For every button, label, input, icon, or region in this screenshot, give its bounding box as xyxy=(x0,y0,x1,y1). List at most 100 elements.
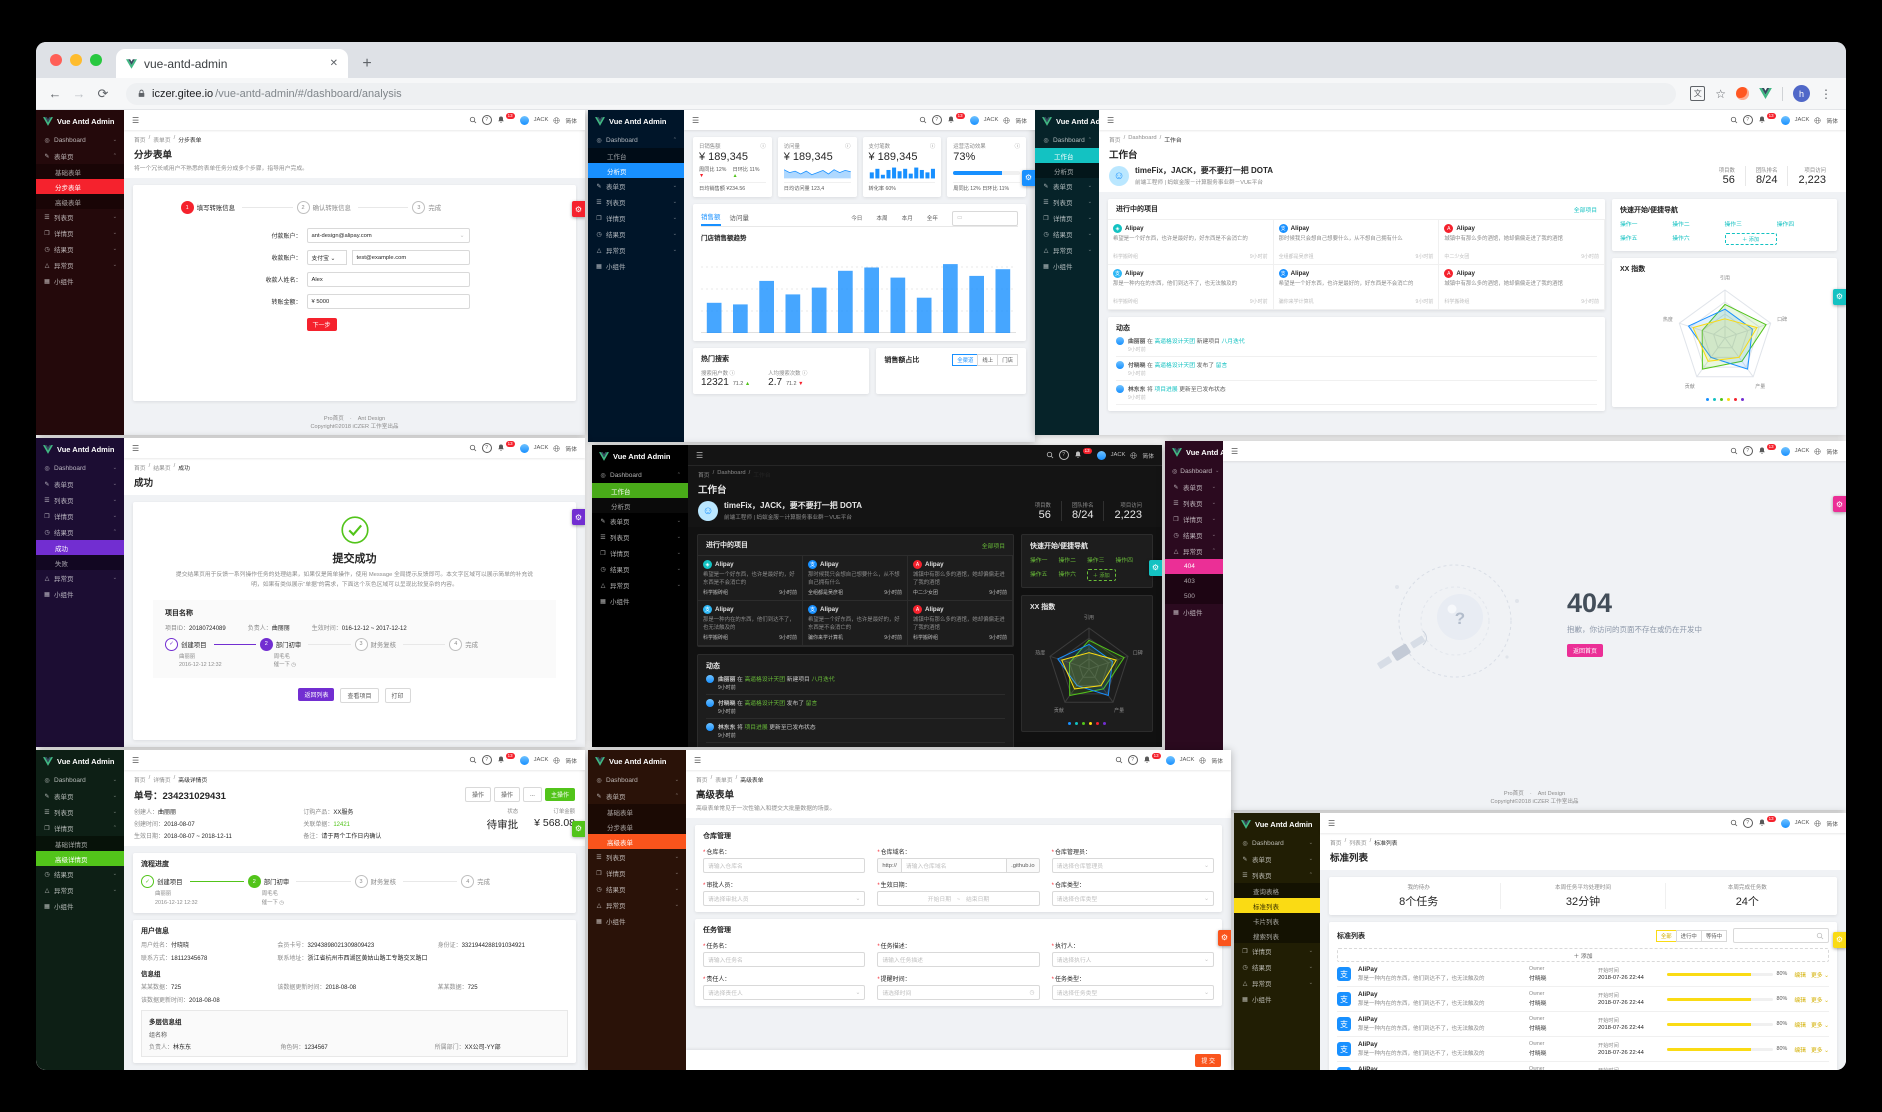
language-globe-icon[interactable] xyxy=(1814,819,1821,827)
quick-nav-操作二[interactable]: 操作二 xyxy=(1672,222,1690,228)
breadcrumb-item[interactable]: 标准列表 xyxy=(1374,841,1398,847)
sidebar-item-Dashboard[interactable]: ◎ Dashboard ⌄ xyxy=(1165,463,1223,479)
sidebar-item-表单页[interactable]: ✎ 表单页 ⌄ xyxy=(592,513,688,529)
breadcrumb-item[interactable]: 工作台 xyxy=(1164,138,1182,144)
help-icon[interactable]: ? xyxy=(481,755,492,765)
date-range-input[interactable]: 开始日期 ~ 结束日期 xyxy=(877,891,1040,906)
browser-tab[interactable]: vue-antd-admin ✕ xyxy=(116,49,348,78)
sidebar-item-详情页[interactable]: ❐ 详情页 ⌄ xyxy=(36,225,124,241)
filter-进行中[interactable]: 进行中 xyxy=(1675,929,1702,942)
notification-bell-icon[interactable] xyxy=(1074,451,1082,459)
notification-bell-icon[interactable] xyxy=(1143,756,1151,764)
sidebar-item-Dashboard[interactable]: ◎ Dashboard ⌃ xyxy=(592,467,688,483)
project-team[interactable]: 科学搬砖组 xyxy=(1113,254,1139,260)
help-icon[interactable]: ? xyxy=(1742,115,1753,125)
sidebar-subitem-失败[interactable]: 失败 xyxy=(55,560,68,568)
sidebar-item-异常页[interactable]: △ 异常页 ⌄ xyxy=(588,897,686,913)
sidebar-item-小组件[interactable]: ▦ 小组件 xyxy=(1165,604,1223,620)
language-globe-icon[interactable] xyxy=(553,756,560,764)
project-card[interactable]: A Alipay 城镇中有那么多的酒馆，她却偏偏走进了我的酒馆 科学搬砖组 9小时前 xyxy=(908,601,1013,646)
sidebar-item-异常页[interactable]: △ 异常页 ⌄ xyxy=(588,242,684,258)
currency-select[interactable]: 支付宝 ⌄ xyxy=(306,250,347,265)
action-更多[interactable]: 更多 ⌄ xyxy=(1810,1047,1829,1054)
new-tab-button[interactable]: + xyxy=(362,55,372,72)
project-card[interactable]: 支 Alipay 那是一种内在的东西，他们到达不了，也无法触及的 科学搬砖组 9小时前 xyxy=(698,601,803,646)
user-avatar[interactable] xyxy=(1780,446,1790,456)
search-icon[interactable] xyxy=(1046,451,1054,459)
language-globe-icon[interactable] xyxy=(1130,451,1137,459)
notification-bell-icon[interactable] xyxy=(1758,116,1766,124)
zoom-window-button[interactable] xyxy=(90,54,102,66)
project-team[interactable]: 科学搬砖组 xyxy=(703,635,729,641)
sidebar-subitem-500[interactable]: 500 xyxy=(1184,593,1195,600)
quick-nav-操作三[interactable]: 操作三 xyxy=(1087,558,1105,564)
sidebar-item-结果页[interactable]: ◷ 结果页 ⌄ xyxy=(1165,527,1223,543)
browser-menu-icon[interactable]: ⋮ xyxy=(1820,86,1832,101)
sidebar-trigger-icon[interactable]: ☰ xyxy=(132,115,140,125)
text-input[interactable]: Alex xyxy=(306,272,470,287)
user-avatar[interactable] xyxy=(519,115,529,125)
help-icon[interactable]: ? xyxy=(1058,450,1069,460)
theme-settings-gear-icon[interactable]: ⚙ xyxy=(1833,931,1846,948)
filter-全部[interactable]: 全部 xyxy=(1655,929,1677,942)
sidebar-subitem-高级表单[interactable]: 高级表单 xyxy=(55,199,81,207)
notification-bell-icon[interactable] xyxy=(497,116,505,124)
sidebar-subitem-高级详情页[interactable]: 高级详情页 xyxy=(36,851,124,866)
sidebar-subitem-高级表单[interactable]: 高级表单 xyxy=(588,834,686,849)
action-更多[interactable]: 更多 ⌄ xyxy=(1810,1022,1829,1029)
sidebar-item-详情页[interactable]: ❐ 详情页 ⌃ xyxy=(36,820,124,836)
sidebar-trigger-icon[interactable]: ☰ xyxy=(1107,115,1115,125)
project-card[interactable]: A Alipay 城镇中有那么多的酒馆，她却偏偏走进了我的酒馆 中二少女团 9小时前 xyxy=(908,556,1013,601)
add-item-button[interactable]: ＋ 添加 xyxy=(1337,948,1829,962)
notification-bell-icon[interactable] xyxy=(1758,447,1766,455)
item-name[interactable]: AliPay xyxy=(1358,966,1378,973)
language-globe-icon[interactable] xyxy=(1003,116,1010,124)
translate-icon[interactable]: 文 xyxy=(1690,86,1706,101)
sidebar-subitem-基础详情页[interactable]: 基础详情页 xyxy=(55,841,88,849)
breadcrumb-item[interactable]: 详情页 xyxy=(153,778,171,784)
sidebar-subitem-工作台[interactable]: 工作台 xyxy=(592,483,688,498)
sidebar-trigger-icon[interactable]: ☰ xyxy=(692,115,700,125)
text-input[interactable]: 请输入仓库名 xyxy=(703,858,866,873)
back-button[interactable]: ← xyxy=(48,86,62,101)
range-option-本周[interactable]: 本周 xyxy=(876,216,888,222)
breadcrumb-item[interactable]: 列表页 xyxy=(1349,841,1367,847)
language-globe-icon[interactable] xyxy=(1814,116,1821,124)
feed-link[interactable]: 项目进展 xyxy=(744,725,770,731)
feed-link[interactable]: 高逼格设计天团 xyxy=(1154,363,1197,369)
project-card[interactable]: A Alipay 城镇中有那么多的酒馆，她却偏偏走进了我的酒馆 科学搬砖组 9小时前 xyxy=(1439,265,1605,310)
language-globe-icon[interactable] xyxy=(1814,447,1821,455)
sidebar-item-小组件[interactable]: ▦ 小组件 xyxy=(36,898,124,914)
project-card[interactable]: A Alipay 城镇中有那么多的酒馆，她却偏偏走进了我的酒馆 中二少女团 9小时前 xyxy=(1439,220,1605,265)
forward-button[interactable]: → xyxy=(72,86,86,101)
sidebar-item-Dashboard[interactable]: ◎ Dashboard ⌃ xyxy=(1035,132,1099,148)
next-step-button[interactable]: 下一步 xyxy=(306,318,337,331)
footer-link[interactable]: Ant Design xyxy=(1537,791,1566,797)
breadcrumb-item[interactable]: Dashboard xyxy=(1128,135,1157,141)
quick-nav-操作四[interactable]: 操作四 xyxy=(1115,558,1133,564)
feed-link[interactable]: 八月迭代 xyxy=(811,677,835,683)
project-team[interactable]: 科学搬砖组 xyxy=(913,635,939,641)
item-name[interactable]: AliPay xyxy=(1358,1041,1378,1048)
查看项目-button[interactable]: 查看项目 xyxy=(340,687,379,703)
footer-link[interactable]: Pro首页 xyxy=(323,416,344,422)
sidebar-subitem-工作台[interactable]: 工作台 xyxy=(607,153,627,161)
tab-销售额[interactable]: 销售额 xyxy=(701,210,721,226)
all-projects-link[interactable]: 全部项目 xyxy=(1573,207,1597,214)
sidebar-item-列表页[interactable]: ☰ 列表页 ⌄ xyxy=(588,194,684,210)
segment-线上[interactable]: 线上 xyxy=(977,354,999,366)
sidebar-item-详情页[interactable]: ❐ 详情页 ⌄ xyxy=(588,210,684,226)
breadcrumb-item[interactable]: 成功 xyxy=(178,466,190,472)
help-icon[interactable]: ? xyxy=(1742,818,1753,828)
theme-settings-gear-icon[interactable]: ⚙ xyxy=(1149,559,1162,576)
feed-user[interactable]: 林东东 xyxy=(1128,387,1148,393)
sidebar-subitem-基础表单[interactable]: 基础表单 xyxy=(55,169,81,177)
feed-link[interactable]: 项目进展 xyxy=(1154,387,1180,393)
sidebar-item-异常页[interactable]: △ 异常页 ⌄ xyxy=(592,577,688,593)
action-编辑[interactable]: 编辑 xyxy=(1794,972,1806,979)
help-icon[interactable]: ? xyxy=(1127,755,1138,765)
action-更多[interactable]: 更多 ⌄ xyxy=(1811,1070,1829,1071)
project-team[interactable]: 中二少女团 xyxy=(913,590,939,596)
sidebar-item-结果页[interactable]: ◷ 结果页 ⌄ xyxy=(36,241,124,257)
project-team[interactable]: 骗你来学计算机 xyxy=(1278,299,1314,305)
